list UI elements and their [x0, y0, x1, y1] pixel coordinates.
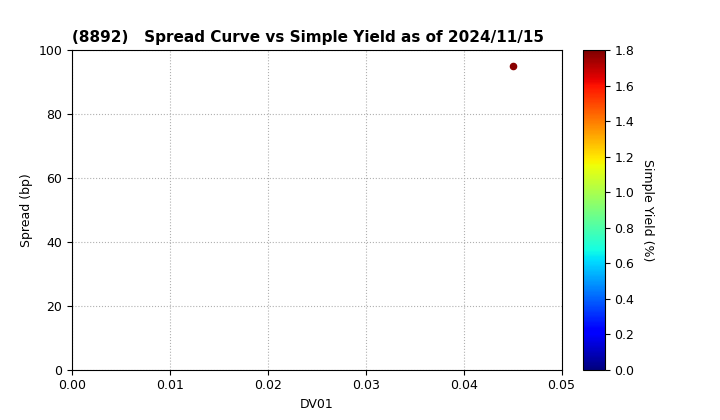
Text: (8892)   Spread Curve vs Simple Yield as of 2024/11/15: (8892) Spread Curve vs Simple Yield as o…: [72, 30, 544, 45]
X-axis label: DV01: DV01: [300, 398, 333, 411]
Y-axis label: Simple Yield (%): Simple Yield (%): [641, 159, 654, 261]
Point: [507, 63, 518, 70]
Y-axis label: Spread (bp): Spread (bp): [20, 173, 33, 247]
